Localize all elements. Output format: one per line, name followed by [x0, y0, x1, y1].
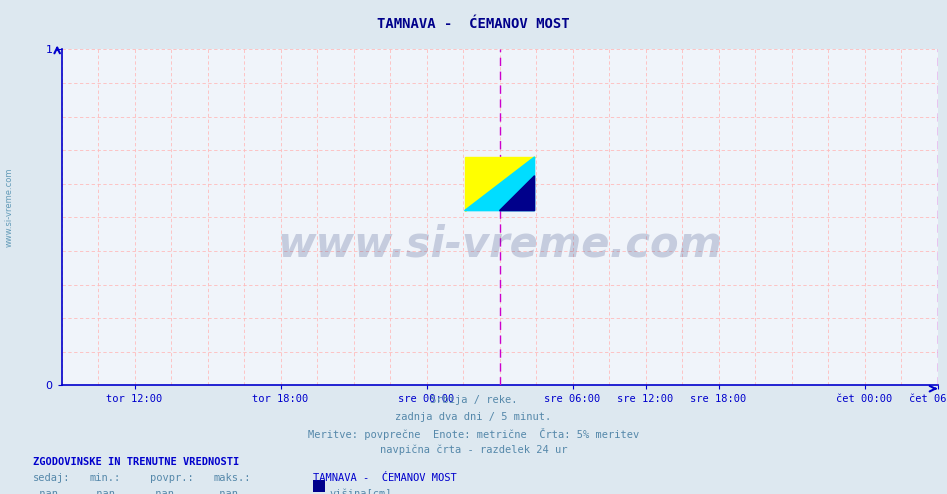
Text: navpična črta - razdelek 24 ur: navpična črta - razdelek 24 ur	[380, 444, 567, 454]
Text: višina[cm]: višina[cm]	[330, 489, 392, 494]
Polygon shape	[465, 157, 535, 210]
Text: sedaj:: sedaj:	[33, 473, 71, 483]
Text: -nan: -nan	[33, 489, 58, 494]
Text: zadnja dva dni / 5 minut.: zadnja dva dni / 5 minut.	[396, 412, 551, 421]
Text: -nan: -nan	[90, 489, 115, 494]
Text: TAMNAVA -  ĆEMANOV MOST: TAMNAVA - ĆEMANOV MOST	[313, 473, 456, 483]
Text: maks.:: maks.:	[213, 473, 251, 483]
Text: Srbija / reke.: Srbija / reke.	[430, 395, 517, 405]
Text: min.:: min.:	[90, 473, 121, 483]
Text: TAMNAVA -  ĆEMANOV MOST: TAMNAVA - ĆEMANOV MOST	[377, 17, 570, 31]
Text: Meritve: povprečne  Enote: metrične  Črta: 5% meritev: Meritve: povprečne Enote: metrične Črta:…	[308, 428, 639, 440]
Text: ZGODOVINSKE IN TRENUTNE VREDNOSTI: ZGODOVINSKE IN TRENUTNE VREDNOSTI	[33, 457, 240, 467]
Text: povpr.:: povpr.:	[150, 473, 193, 483]
Text: -nan: -nan	[213, 489, 238, 494]
Text: -nan: -nan	[150, 489, 174, 494]
Text: www.si-vreme.com: www.si-vreme.com	[5, 168, 14, 247]
Polygon shape	[465, 157, 535, 210]
Polygon shape	[500, 176, 535, 210]
Text: www.si-vreme.com: www.si-vreme.com	[277, 223, 722, 265]
